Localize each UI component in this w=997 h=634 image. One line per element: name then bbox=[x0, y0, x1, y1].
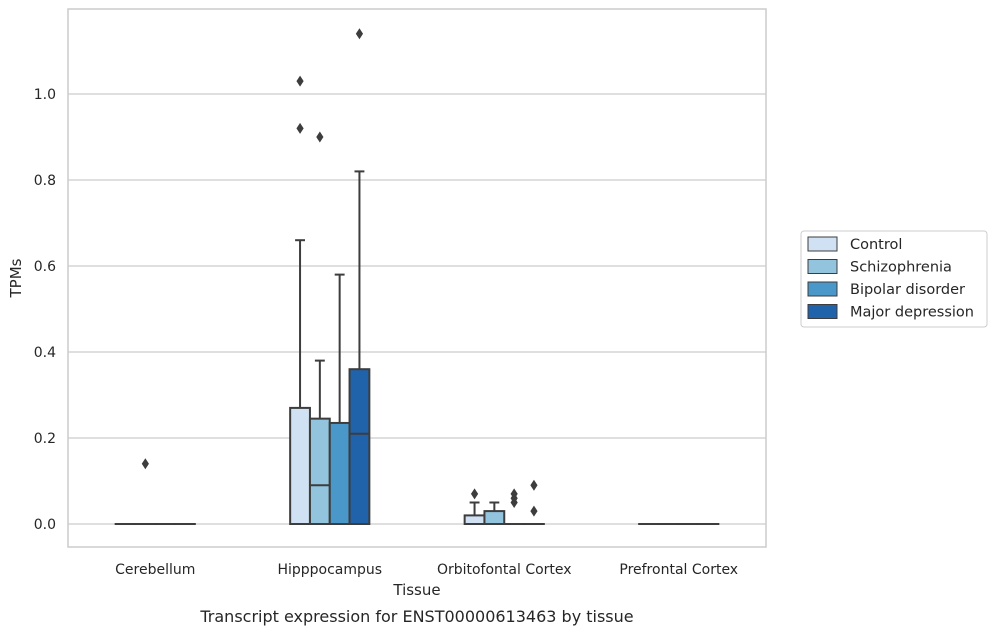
y-tick-label: 0.4 bbox=[34, 345, 56, 361]
outlier-point bbox=[355, 28, 364, 40]
legend: Control Schizophrenia Bipolar disorder Majo… bbox=[800, 230, 988, 328]
y-tick-label: 0.8 bbox=[34, 173, 56, 189]
outlier-point bbox=[296, 122, 304, 134]
y-tick-label: 0.6 bbox=[34, 259, 56, 275]
legend-label: Schizophrenia bbox=[850, 260, 952, 276]
y-axis-title: TPMs bbox=[7, 258, 25, 298]
legend-frame bbox=[800, 230, 988, 328]
box-2-0 bbox=[463, 488, 486, 526]
x-tick-label: Cerebellum bbox=[115, 562, 195, 578]
x-tick-labels: Cerebellum Hipppocampus Orbitofontal Corte… bbox=[115, 562, 738, 578]
legend-label: Bipolar disorder bbox=[850, 282, 965, 298]
legend-swatch bbox=[807, 281, 838, 297]
box-body bbox=[348, 368, 371, 526]
legend-swatch bbox=[807, 259, 838, 274]
x-tick-label: Prefrontal Cortex bbox=[619, 562, 738, 578]
boxes bbox=[114, 28, 720, 526]
outlier-point bbox=[316, 131, 324, 143]
gridlines bbox=[68, 93, 766, 525]
box-2-3 bbox=[523, 479, 545, 526]
outlier-point bbox=[530, 505, 538, 517]
outlier-point bbox=[470, 488, 479, 500]
box-1-2 bbox=[328, 273, 351, 526]
outlier-point bbox=[530, 479, 538, 491]
box-2-1 bbox=[483, 501, 506, 526]
box-1-3 bbox=[348, 28, 371, 526]
y-tick-labels: 0.0 0.2 0.4 0.6 0.8 1.0 bbox=[34, 87, 56, 533]
box-body bbox=[289, 406, 311, 525]
plot-frame bbox=[67, 8, 767, 548]
box-body bbox=[328, 421, 351, 526]
x-axis-title: Tissue bbox=[392, 581, 440, 599]
box-1-0 bbox=[289, 75, 311, 525]
x-tick-label: Orbitofontal Cortex bbox=[437, 562, 572, 578]
outlier-point bbox=[296, 75, 304, 87]
chart-caption: Transcript expression for ENST0000061346… bbox=[199, 607, 633, 626]
box-1-1 bbox=[308, 131, 331, 525]
y-tick-label: 0.0 bbox=[34, 517, 56, 533]
box-body bbox=[463, 514, 486, 526]
outlier-point bbox=[141, 458, 149, 470]
y-tick-label: 0.2 bbox=[34, 431, 56, 447]
box-2-2 bbox=[503, 488, 526, 526]
box-body bbox=[308, 417, 331, 525]
legend-swatch bbox=[807, 304, 838, 319]
box-body bbox=[483, 510, 506, 526]
legend-swatch bbox=[807, 236, 838, 252]
legend-label: Control bbox=[850, 237, 902, 253]
box-0-1 bbox=[134, 458, 157, 526]
x-tick-label: Hipppocampus bbox=[277, 562, 382, 578]
legend-label: Major depression bbox=[850, 305, 974, 321]
y-tick-label: 1.0 bbox=[34, 87, 56, 103]
outlier-point bbox=[510, 488, 518, 500]
